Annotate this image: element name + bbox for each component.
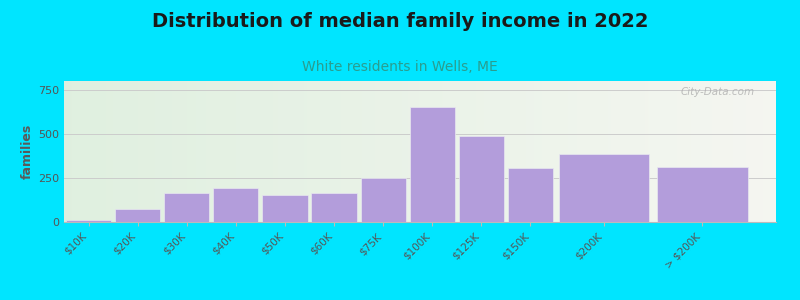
Bar	[164, 193, 210, 222]
Bar	[410, 107, 455, 222]
Bar	[458, 136, 504, 222]
Y-axis label: families: families	[21, 124, 34, 179]
Bar	[66, 220, 111, 222]
Bar	[559, 154, 650, 222]
Text: Distribution of median family income in 2022: Distribution of median family income in …	[152, 12, 648, 31]
Bar	[508, 168, 553, 222]
Bar	[115, 209, 160, 222]
Text: White residents in Wells, ME: White residents in Wells, ME	[302, 60, 498, 74]
Bar	[311, 193, 357, 222]
Bar	[657, 167, 747, 222]
Bar	[361, 178, 406, 222]
Bar	[214, 188, 258, 222]
Bar	[262, 195, 307, 222]
Text: City-Data.com: City-Data.com	[681, 87, 754, 97]
